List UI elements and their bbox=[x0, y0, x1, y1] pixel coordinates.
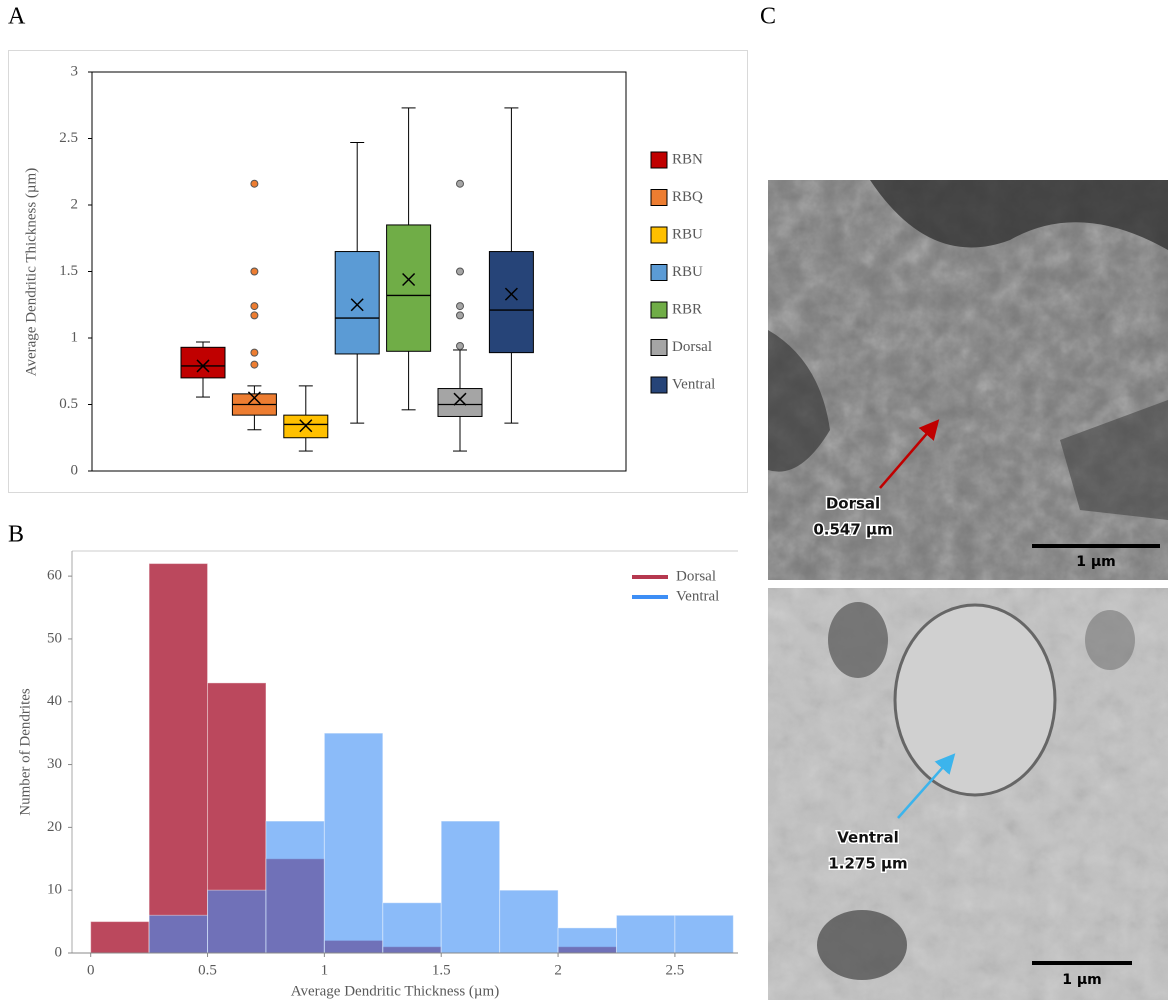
histogram-bar bbox=[674, 914, 734, 954]
box bbox=[180, 346, 226, 379]
outlier bbox=[250, 267, 259, 276]
outlier bbox=[250, 179, 259, 188]
histogram-bar bbox=[90, 921, 150, 954]
y-tick-label: 10 bbox=[47, 882, 62, 898]
outlier bbox=[456, 267, 464, 276]
mean-marker bbox=[402, 272, 416, 287]
micrograph-measurement: 1.275 µm bbox=[828, 855, 907, 873]
legend-swatch bbox=[650, 264, 668, 281]
membrane bbox=[1060, 400, 1168, 520]
box bbox=[437, 388, 483, 417]
histogram-bar bbox=[557, 927, 617, 954]
membrane bbox=[768, 330, 830, 472]
outlier bbox=[250, 360, 259, 369]
micrograph-label: Ventral bbox=[837, 829, 898, 847]
panel-label: B bbox=[8, 522, 24, 548]
x-tick-label: 1 bbox=[321, 962, 329, 978]
histogram-bar bbox=[207, 889, 267, 954]
y-tick-label: 2 bbox=[71, 196, 79, 212]
arrow bbox=[897, 753, 956, 819]
micrograph-measurement: 0.547 µm bbox=[813, 521, 892, 539]
box bbox=[488, 251, 534, 354]
legend-swatch bbox=[650, 189, 668, 206]
y-tick-label: 1.5 bbox=[59, 263, 78, 279]
histogram-bar bbox=[148, 914, 209, 954]
legend-label: RBU bbox=[672, 264, 703, 280]
legend-swatch bbox=[650, 151, 668, 169]
histogram-bar bbox=[615, 914, 676, 954]
y-axis-label: Average Dendritic Thickness (µm) bbox=[23, 168, 39, 376]
legend-swatch bbox=[650, 376, 668, 394]
histogram-bar bbox=[265, 820, 325, 954]
y-tick-label: 1 bbox=[71, 329, 79, 345]
micrograph: Dorsal 0.547 µm 1 µm bbox=[768, 180, 1168, 580]
x-axis-label: Average Dendritic Thickness (µm) bbox=[291, 983, 499, 999]
legend-label: Dorsal bbox=[672, 339, 712, 355]
legend-label: RBU bbox=[672, 226, 703, 242]
legend-swatch bbox=[650, 226, 668, 244]
mitochondrion bbox=[828, 602, 888, 678]
x-tick-label: 0.5 bbox=[198, 962, 217, 978]
scale-bar-label: 1 µm bbox=[1076, 554, 1116, 570]
legend-label: Ventral bbox=[676, 588, 719, 604]
legend-label: RBN bbox=[672, 151, 703, 167]
y-tick-label: 0.5 bbox=[59, 396, 78, 412]
legend-label: RBQ bbox=[672, 189, 703, 205]
outlier bbox=[456, 179, 464, 188]
outlier bbox=[250, 348, 259, 357]
outlier bbox=[456, 302, 464, 311]
scale-bar-label: 1 µm bbox=[1062, 972, 1102, 988]
mitochondrion bbox=[1085, 610, 1135, 670]
arrow bbox=[879, 419, 940, 489]
micrograph-label: Dorsal bbox=[826, 495, 880, 513]
y-tick-label: 30 bbox=[47, 756, 62, 772]
outlier bbox=[456, 311, 464, 320]
legend-swatch bbox=[650, 301, 668, 319]
outlier bbox=[456, 341, 464, 350]
x-tick-label: 2 bbox=[554, 962, 562, 978]
micrograph: Ventral 1.275 µm 1 µm bbox=[768, 588, 1168, 1000]
histogram-bar bbox=[323, 732, 384, 954]
y-tick-label: 0 bbox=[71, 462, 79, 478]
mean-marker bbox=[504, 287, 518, 301]
y-tick-label: 0 bbox=[55, 944, 63, 960]
x-tick-label: 2.5 bbox=[666, 962, 685, 978]
membrane bbox=[870, 180, 1168, 250]
y-tick-label: 3 bbox=[71, 63, 79, 79]
legend-label: Dorsal bbox=[676, 568, 716, 584]
x-tick-label: 1.5 bbox=[432, 962, 451, 978]
y-tick-label: 50 bbox=[47, 630, 62, 646]
mean-marker bbox=[453, 392, 467, 406]
y-axis-label: Number of Dendrites bbox=[17, 688, 33, 816]
mean-marker bbox=[299, 419, 313, 433]
mitochondrion bbox=[817, 910, 907, 980]
histogram-bar bbox=[440, 820, 501, 954]
panel-label: A bbox=[8, 4, 26, 30]
mean-marker bbox=[350, 298, 364, 312]
legend-label: Ventral bbox=[672, 376, 715, 392]
y-tick-label: 2.5 bbox=[59, 130, 78, 146]
outlier bbox=[250, 302, 259, 311]
histogram-bar bbox=[382, 902, 442, 954]
x-tick-label: 0 bbox=[87, 962, 95, 978]
box bbox=[334, 251, 380, 355]
mean-marker bbox=[247, 391, 261, 405]
legend-swatch bbox=[650, 339, 668, 356]
dendrite bbox=[893, 603, 1057, 797]
y-tick-label: 20 bbox=[47, 819, 62, 835]
panel-label: C bbox=[760, 4, 776, 30]
mean-marker bbox=[196, 359, 210, 373]
outlier bbox=[250, 311, 259, 320]
histogram-bar bbox=[499, 889, 559, 954]
histogram-bar bbox=[148, 563, 209, 954]
y-tick-label: 60 bbox=[47, 568, 62, 584]
box bbox=[386, 224, 432, 352]
legend-label: RBR bbox=[672, 301, 702, 317]
y-tick-label: 40 bbox=[47, 693, 62, 709]
